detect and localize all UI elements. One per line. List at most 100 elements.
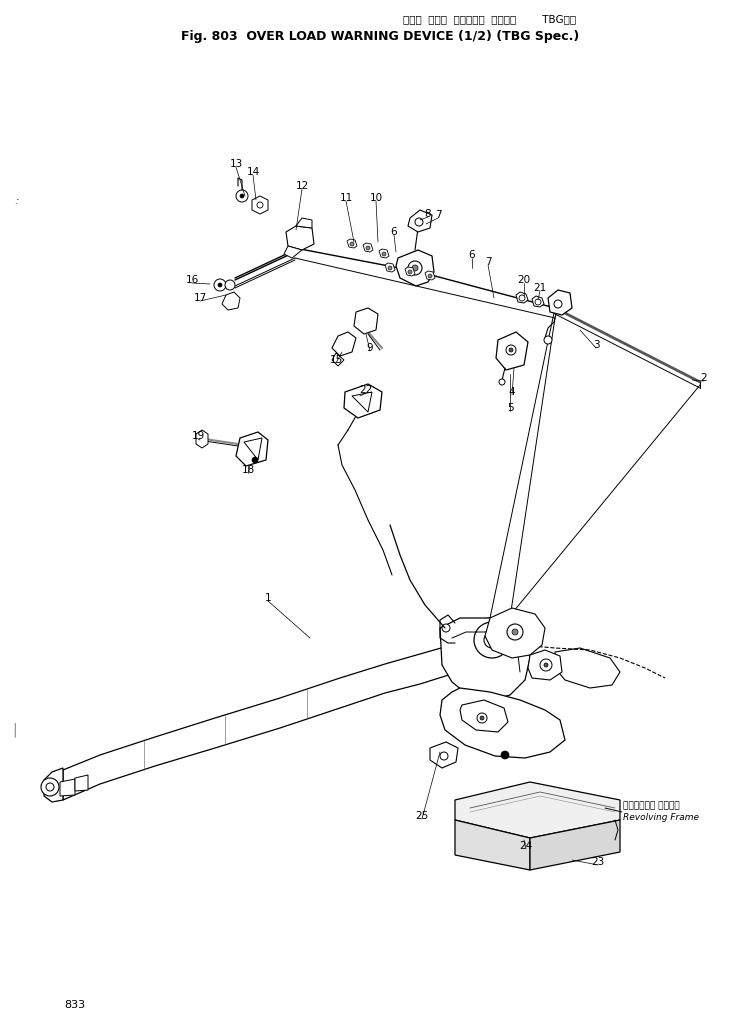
Circle shape — [442, 624, 450, 632]
Polygon shape — [396, 250, 434, 286]
Text: |: | — [13, 723, 17, 738]
Text: 14: 14 — [246, 167, 260, 177]
Text: 7: 7 — [485, 257, 492, 267]
Polygon shape — [252, 196, 268, 214]
Text: 1: 1 — [265, 593, 272, 603]
Polygon shape — [460, 700, 508, 732]
Circle shape — [506, 345, 516, 355]
Polygon shape — [347, 239, 357, 248]
Polygon shape — [530, 820, 620, 870]
Text: 20: 20 — [517, 275, 531, 285]
Text: Revolving Frame: Revolving Frame — [623, 813, 699, 822]
Circle shape — [519, 295, 525, 301]
Circle shape — [535, 299, 541, 305]
Circle shape — [412, 265, 418, 271]
Text: 10: 10 — [370, 193, 382, 203]
Polygon shape — [496, 332, 528, 370]
Text: 19: 19 — [191, 431, 204, 441]
Polygon shape — [236, 432, 268, 466]
Polygon shape — [385, 263, 395, 272]
Polygon shape — [455, 820, 530, 870]
Circle shape — [46, 783, 54, 791]
Polygon shape — [430, 742, 458, 768]
Circle shape — [388, 266, 392, 270]
Polygon shape — [440, 688, 565, 758]
Polygon shape — [196, 430, 208, 448]
Circle shape — [499, 379, 505, 385]
Polygon shape — [352, 392, 372, 412]
Text: 23: 23 — [591, 857, 604, 868]
Text: 3: 3 — [593, 340, 599, 350]
Circle shape — [544, 336, 552, 344]
Polygon shape — [44, 768, 63, 802]
Polygon shape — [425, 271, 435, 280]
Circle shape — [225, 280, 235, 290]
Polygon shape — [440, 618, 530, 700]
Circle shape — [501, 751, 509, 759]
Circle shape — [474, 622, 510, 658]
Circle shape — [408, 270, 412, 274]
Polygon shape — [516, 292, 528, 303]
Polygon shape — [244, 438, 262, 460]
Circle shape — [428, 274, 432, 278]
Circle shape — [512, 629, 518, 635]
Circle shape — [218, 283, 222, 287]
Polygon shape — [286, 226, 314, 250]
Circle shape — [415, 218, 423, 226]
Text: ·: · — [16, 195, 20, 205]
Circle shape — [240, 194, 244, 198]
Polygon shape — [354, 308, 378, 333]
Text: 18: 18 — [241, 465, 255, 475]
Text: 17: 17 — [193, 293, 207, 303]
Text: Fig. 803  OVER LOAD WARNING DEVICE (1/2) (TBG Spec.): Fig. 803 OVER LOAD WARNING DEVICE (1/2) … — [181, 30, 579, 43]
Text: 7: 7 — [435, 210, 441, 220]
Polygon shape — [555, 648, 620, 688]
Polygon shape — [548, 290, 572, 315]
Polygon shape — [60, 779, 75, 796]
Circle shape — [257, 202, 263, 208]
Text: 8: 8 — [424, 209, 431, 219]
Text: 25: 25 — [415, 811, 429, 821]
Polygon shape — [363, 243, 373, 252]
Text: 6: 6 — [390, 227, 397, 237]
Text: オーバ  ロード  ワーニング  デバイス        TBG仕様: オーバ ロード ワーニング デバイス TBG仕様 — [404, 14, 576, 24]
Circle shape — [382, 252, 386, 256]
Text: 6: 6 — [469, 250, 475, 260]
Circle shape — [540, 659, 552, 671]
Polygon shape — [455, 640, 475, 673]
Polygon shape — [455, 782, 620, 838]
Circle shape — [350, 242, 354, 246]
Text: 2: 2 — [700, 373, 707, 383]
Circle shape — [484, 632, 500, 648]
Polygon shape — [408, 210, 432, 232]
Circle shape — [507, 624, 523, 640]
Polygon shape — [332, 353, 344, 366]
Text: ·: · — [14, 201, 16, 210]
Text: 833: 833 — [64, 1000, 86, 1010]
Text: 12: 12 — [295, 181, 308, 191]
Circle shape — [544, 663, 548, 667]
Polygon shape — [405, 267, 415, 276]
Polygon shape — [455, 618, 515, 670]
Text: 4: 4 — [508, 387, 515, 397]
Text: 15: 15 — [329, 355, 342, 365]
Polygon shape — [485, 608, 545, 658]
Polygon shape — [532, 296, 544, 307]
Text: 21: 21 — [534, 283, 547, 293]
Circle shape — [252, 457, 258, 463]
Circle shape — [477, 713, 487, 723]
Circle shape — [509, 348, 513, 352]
Circle shape — [480, 716, 484, 720]
Circle shape — [408, 261, 422, 275]
Polygon shape — [344, 384, 382, 418]
Polygon shape — [75, 775, 88, 791]
Polygon shape — [63, 640, 470, 800]
Text: 13: 13 — [230, 159, 243, 169]
Text: 5: 5 — [507, 403, 514, 413]
Circle shape — [236, 190, 248, 202]
Circle shape — [489, 637, 495, 643]
Polygon shape — [222, 292, 240, 310]
Circle shape — [214, 279, 226, 291]
Polygon shape — [528, 650, 562, 680]
Text: 24: 24 — [520, 841, 533, 851]
